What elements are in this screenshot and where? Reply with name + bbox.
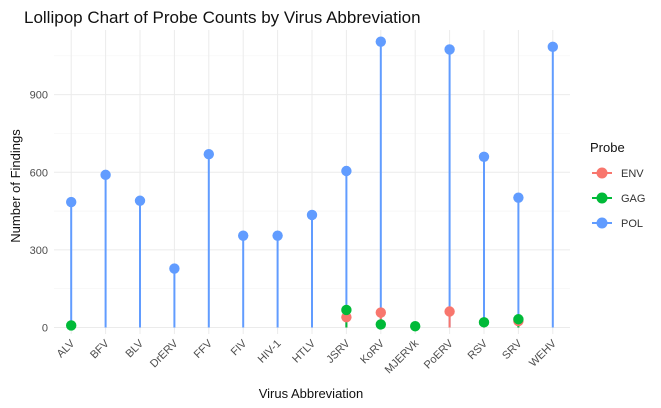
y-tick-label: 0 [42, 323, 48, 335]
x-axis-title: Virus Abbreviation [259, 386, 364, 401]
chart-title: Lollipop Chart of Probe Counts by Virus … [24, 8, 421, 27]
x-tick-label: FIV [229, 337, 250, 358]
legend-key-dot [596, 192, 608, 204]
x-tick-label: SRV [500, 337, 525, 362]
point-gag [513, 314, 524, 325]
x-tick-label: DrERV [148, 337, 181, 370]
x-tick-label: ALV [55, 337, 78, 360]
y-tick-label: 600 [30, 167, 48, 179]
lollipop-dots [66, 36, 558, 332]
x-tick-label: MJERVk [383, 337, 422, 376]
point-pol [203, 148, 214, 160]
point-gag [341, 304, 352, 316]
x-tick-label: FFV [192, 337, 216, 361]
point-env [375, 307, 386, 318]
point-gag [410, 321, 421, 332]
point-pol [478, 151, 490, 162]
point-env [444, 306, 455, 317]
point-pol [306, 209, 318, 221]
y-axis-title: Number of Findings [8, 129, 23, 243]
point-gag [478, 317, 490, 328]
point-pol [238, 230, 249, 241]
point-gag [66, 320, 77, 331]
x-tick-label: KoRV [358, 337, 387, 366]
legend-key-dot [596, 167, 608, 179]
point-gag [375, 319, 386, 330]
x-tick-label: BFV [88, 337, 112, 361]
point-pol [66, 196, 77, 208]
point-pol [272, 230, 283, 241]
x-tick-label: WEHV [527, 337, 559, 369]
point-pol [100, 169, 111, 181]
point-pol [444, 44, 455, 55]
x-tick-label: HIV-1 [256, 338, 284, 366]
x-tick-label: BLV [124, 337, 147, 360]
y-tick-label: 900 [30, 90, 48, 102]
x-tick-label: JSRV [324, 337, 353, 366]
legend-title: Probe [590, 140, 625, 155]
y-tick-label: 300 [30, 245, 48, 257]
x-tick-label: HTLV [290, 337, 318, 365]
legend-key-dot [596, 217, 608, 229]
point-pol [169, 263, 180, 274]
x-tick-label: PoERV [422, 337, 456, 371]
point-pol [513, 192, 524, 203]
legend-label: ENV [621, 168, 644, 180]
point-pol [375, 36, 386, 47]
x-axis-ticks: ALV BFV BLV DrERV FFV FIV HIV-1 HTLV JSRV KoRVMJE… [55, 337, 560, 376]
point-pol [134, 195, 146, 206]
y-axis-ticks: 0 300 600 900 [30, 90, 48, 335]
legend: Probe ENV GAG POL [590, 140, 645, 230]
point-pol [341, 165, 352, 177]
x-tick-label: RSV [466, 337, 491, 362]
legend-label: GAG [621, 193, 645, 205]
point-pol [547, 41, 558, 53]
point-env [341, 311, 352, 323]
legend-label: POL [621, 218, 643, 230]
